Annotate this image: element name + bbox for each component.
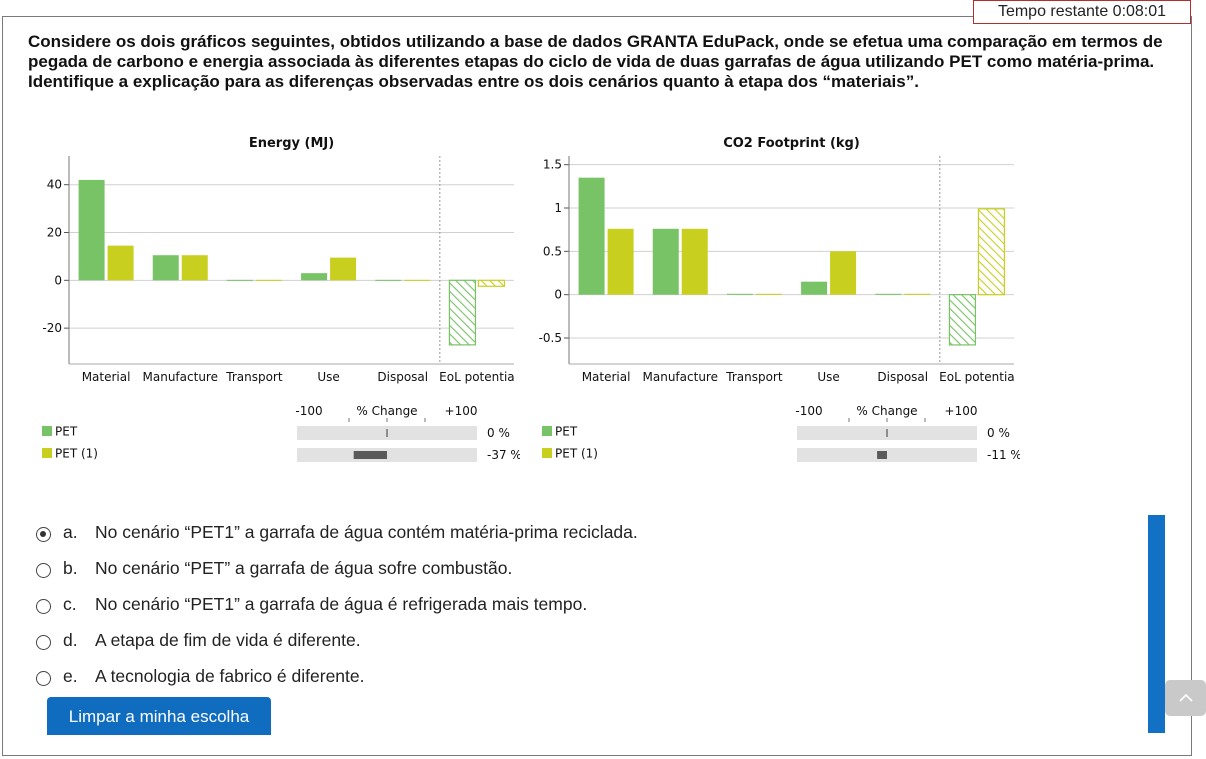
bar-material-pet1 (607, 228, 634, 295)
chart-title: CO2 Footprint (kg) (723, 136, 860, 151)
x-tick-label: Transport (225, 370, 283, 384)
bar-disposal-pet1 (904, 293, 931, 295)
x-tick-label: Use (817, 370, 839, 384)
radio-icon[interactable] (36, 562, 51, 578)
option-c[interactable]: c. No cenário “PET1” a garrafa de água é… (36, 586, 1136, 622)
radio-icon[interactable] (36, 634, 51, 650)
change-title: % Change (856, 404, 917, 418)
change-value-label: -11 % (987, 448, 1020, 462)
y-tick-label: 40 (47, 178, 62, 192)
chart-title: Energy (MJ) (249, 136, 334, 151)
x-tick-label: Material (582, 370, 631, 384)
option-label: A etapa de fim de vida é diferente. (95, 629, 361, 650)
radio-icon[interactable] (36, 598, 51, 614)
option-d[interactable]: d. A etapa de fim de vida é diferente. (36, 622, 1136, 658)
option-b[interactable]: b. No cenário “PET” a garrafa de água so… (36, 550, 1136, 586)
bar-use-pet1 (830, 251, 857, 295)
x-tick-label: EoL potentia (439, 370, 514, 384)
y-tick-label: 20 (47, 226, 62, 240)
clear-choice-button[interactable]: Limpar a minha escolha (47, 697, 271, 735)
bar-disposal-pet1 (404, 279, 431, 281)
bar-disposal-pet (375, 279, 402, 281)
bar-transport-pet (226, 279, 253, 281)
option-letter: d. (63, 629, 78, 650)
change-max-label: +100 (445, 404, 478, 418)
bar-manufacture-pet1 (181, 255, 208, 281)
option-letter: b. (63, 557, 78, 578)
option-letter: e. (63, 665, 78, 686)
y-tick-label: 0 (554, 288, 562, 302)
change-bar (353, 451, 387, 459)
bar-material-pet (578, 177, 605, 295)
bar-transport-pet1 (755, 293, 782, 295)
legend-swatch (42, 448, 52, 458)
change-min-label: -100 (295, 404, 322, 418)
x-tick-label: Use (317, 370, 339, 384)
legend-label: PET (1) (55, 447, 98, 461)
option-a[interactable]: a. No cenário “PET1” a garrafa de água c… (36, 514, 1136, 550)
x-tick-label: Transport (725, 370, 783, 384)
option-label: No cenário “PET” a garrafa de água sofre… (95, 557, 513, 578)
option-letter: c. (63, 593, 77, 614)
option-label: No cenário “PET1” a garrafa de água cont… (95, 521, 638, 542)
co2-footprint-chart: CO2 Footprint (kg) 1.5 1 0.5 0 -0.5 Material Ma… (539, 136, 1020, 462)
option-label: A tecnologia de fabrico é diferente. (95, 665, 365, 686)
bar-manufacture-pet (152, 255, 179, 281)
option-letter: a. (63, 521, 78, 542)
bar-manufacture-pet (652, 228, 679, 295)
legend-swatch (542, 448, 552, 458)
bar-eol-potentia-pet1 (477, 279, 506, 287)
bar-material-pet1 (107, 245, 134, 281)
x-tick-label: Material (82, 370, 131, 384)
y-tick-label: 0.5 (543, 244, 562, 258)
y-tick-label: -20 (42, 321, 62, 335)
y-tick-label: 1.5 (543, 158, 562, 172)
y-tick-label: 0 (54, 273, 62, 287)
change-value-label: 0 % (987, 426, 1010, 440)
y-tick-label: -0.5 (539, 331, 562, 345)
bar-eol-potentia-pet (948, 294, 977, 346)
time-remaining: Tempo restante 0:08:01 (973, 0, 1191, 24)
scrollbar[interactable] (1148, 515, 1165, 733)
change-title: % Change (356, 404, 417, 418)
legend-label: PET (1) (555, 447, 598, 461)
change-min-label: -100 (795, 404, 822, 418)
radio-icon[interactable] (36, 670, 51, 686)
bar-transport-pet1 (255, 279, 282, 281)
change-max-label: +100 (945, 404, 978, 418)
x-tick-label: Disposal (377, 370, 428, 384)
bar-eol-potentia-pet (448, 279, 477, 346)
legend-swatch (42, 426, 52, 436)
bar-eol-potentia-pet1 (977, 208, 1006, 296)
bar-use-pet (301, 273, 328, 281)
bar-use-pet1 (330, 257, 357, 281)
bar-disposal-pet (875, 293, 902, 295)
bar-use-pet (801, 281, 828, 295)
bar-manufacture-pet1 (681, 228, 708, 295)
legend-label: PET (55, 425, 78, 439)
radio-icon[interactable] (36, 526, 51, 542)
scroll-to-top-button[interactable] (1165, 680, 1206, 716)
change-bar (877, 451, 887, 459)
quiz-frame (2, 16, 1192, 756)
question-text: Considere os dois gráficos seguintes, ob… (28, 32, 1163, 91)
x-tick-label: Manufacture (643, 370, 718, 384)
legend-swatch (542, 426, 552, 436)
bar-material-pet (78, 179, 105, 281)
answer-options: a. No cenário “PET1” a garrafa de água c… (36, 514, 1136, 694)
bar-transport-pet (726, 293, 753, 295)
change-value-label: -37 % (487, 448, 520, 462)
y-tick-label: 1 (554, 201, 562, 215)
change-value-label: 0 % (487, 426, 510, 440)
chevron-up-icon (1178, 693, 1193, 702)
legend-label: PET (555, 425, 578, 439)
energy-chart: Energy (MJ) 40 20 0 -20 Material Manufacture Tr… (42, 136, 520, 462)
x-tick-label: EoL potentia (939, 370, 1014, 384)
x-tick-label: Disposal (877, 370, 928, 384)
option-e[interactable]: e. A tecnologia de fabrico é diferente. (36, 658, 1136, 694)
x-tick-label: Manufacture (143, 370, 218, 384)
option-label: No cenário “PET1” a garrafa de água é re… (95, 593, 588, 614)
